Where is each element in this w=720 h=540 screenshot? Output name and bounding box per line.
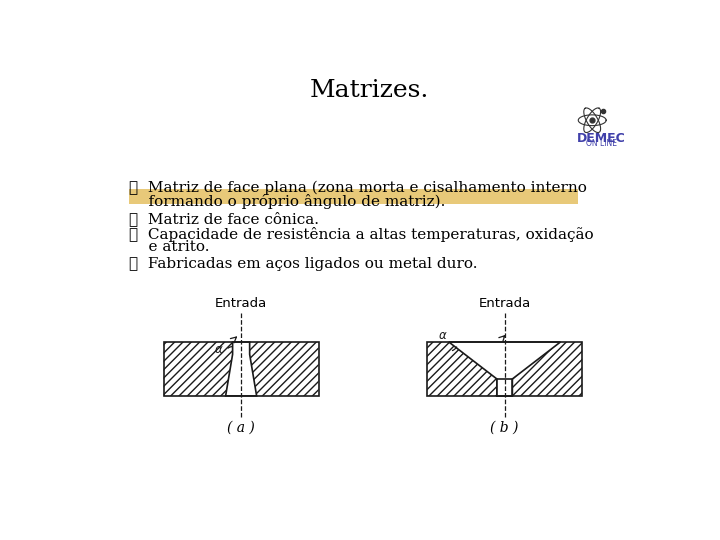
Text: DEMEC: DEMEC [577, 132, 626, 145]
Text: ✓  Fabricadas em aços ligados ou metal duro.: ✓ Fabricadas em aços ligados ou metal du… [129, 257, 477, 271]
Text: ✓  Matriz de face plana (zona morta e cisalhamento interno: ✓ Matriz de face plana (zona morta e cis… [129, 180, 587, 195]
Text: $\alpha$: $\alpha$ [214, 343, 223, 356]
Text: ✓  Capacidade de resistência a altas temperaturas, oxidação: ✓ Capacidade de resistência a altas temp… [129, 226, 593, 241]
Text: ( b ): ( b ) [490, 421, 519, 435]
Text: $\alpha$: $\alpha$ [438, 329, 447, 342]
Polygon shape [225, 342, 256, 396]
Polygon shape [427, 342, 497, 396]
Text: formando o próprio ângulo de matriz).: formando o próprio ângulo de matriz). [129, 194, 445, 209]
Bar [163, 342, 319, 396]
Text: ( a ): ( a ) [228, 421, 255, 435]
Bar [427, 342, 582, 396]
Text: Entrada: Entrada [215, 296, 267, 309]
Polygon shape [449, 342, 560, 396]
Text: ✓  Matriz de face cônica.: ✓ Matriz de face cônica. [129, 211, 319, 226]
Bar [129, 189, 578, 204]
Polygon shape [513, 342, 582, 396]
Bar [497, 379, 513, 396]
Polygon shape [163, 342, 233, 396]
Text: Entrada: Entrada [479, 296, 531, 309]
Polygon shape [250, 342, 319, 396]
Text: Matrizes.: Matrizes. [310, 79, 428, 102]
Text: e atrito.: e atrito. [129, 240, 210, 254]
Text: ON LINE: ON LINE [586, 139, 617, 148]
